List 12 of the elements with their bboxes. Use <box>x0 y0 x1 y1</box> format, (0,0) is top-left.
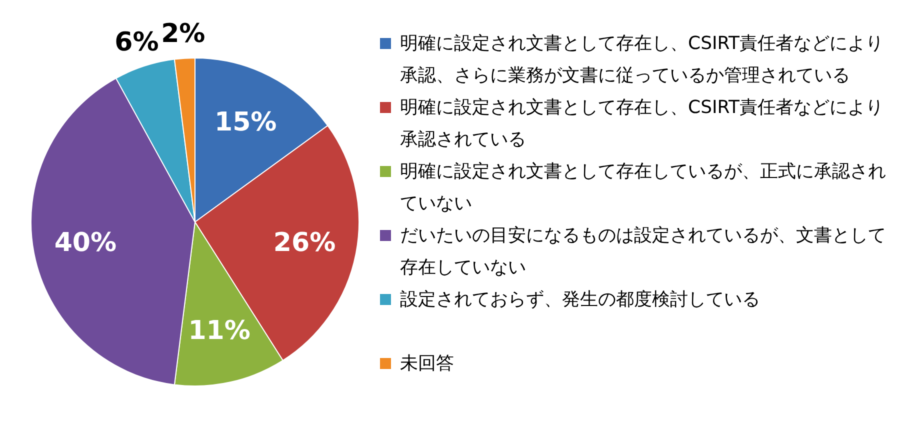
legend-label: 未回答 <box>400 353 454 374</box>
legend-label: だいたいの目安になるものは設定されているが、文書として存在していない <box>400 225 886 278</box>
data-label: 40% <box>54 228 117 258</box>
data-label: 2% <box>161 18 206 49</box>
data-label: 26% <box>273 228 336 258</box>
legend-label: 設定されておらず、発生の都度検討している <box>400 289 760 310</box>
legend-label: 明確に設定され文書として存在しているが、正式に承認されていない <box>400 161 886 214</box>
data-label: 11% <box>188 316 250 346</box>
data-label: 15% <box>214 108 277 138</box>
data-label: 6% <box>114 28 159 58</box>
legend-label: 明確に設定され文書として存在し、CSIRT責任者などにより承認されている <box>400 97 884 150</box>
legend-label: 明確に設定され文書として存在し、CSIRT責任者などにより承認、さらに業務が文書に従っているか管理されている <box>400 33 884 86</box>
